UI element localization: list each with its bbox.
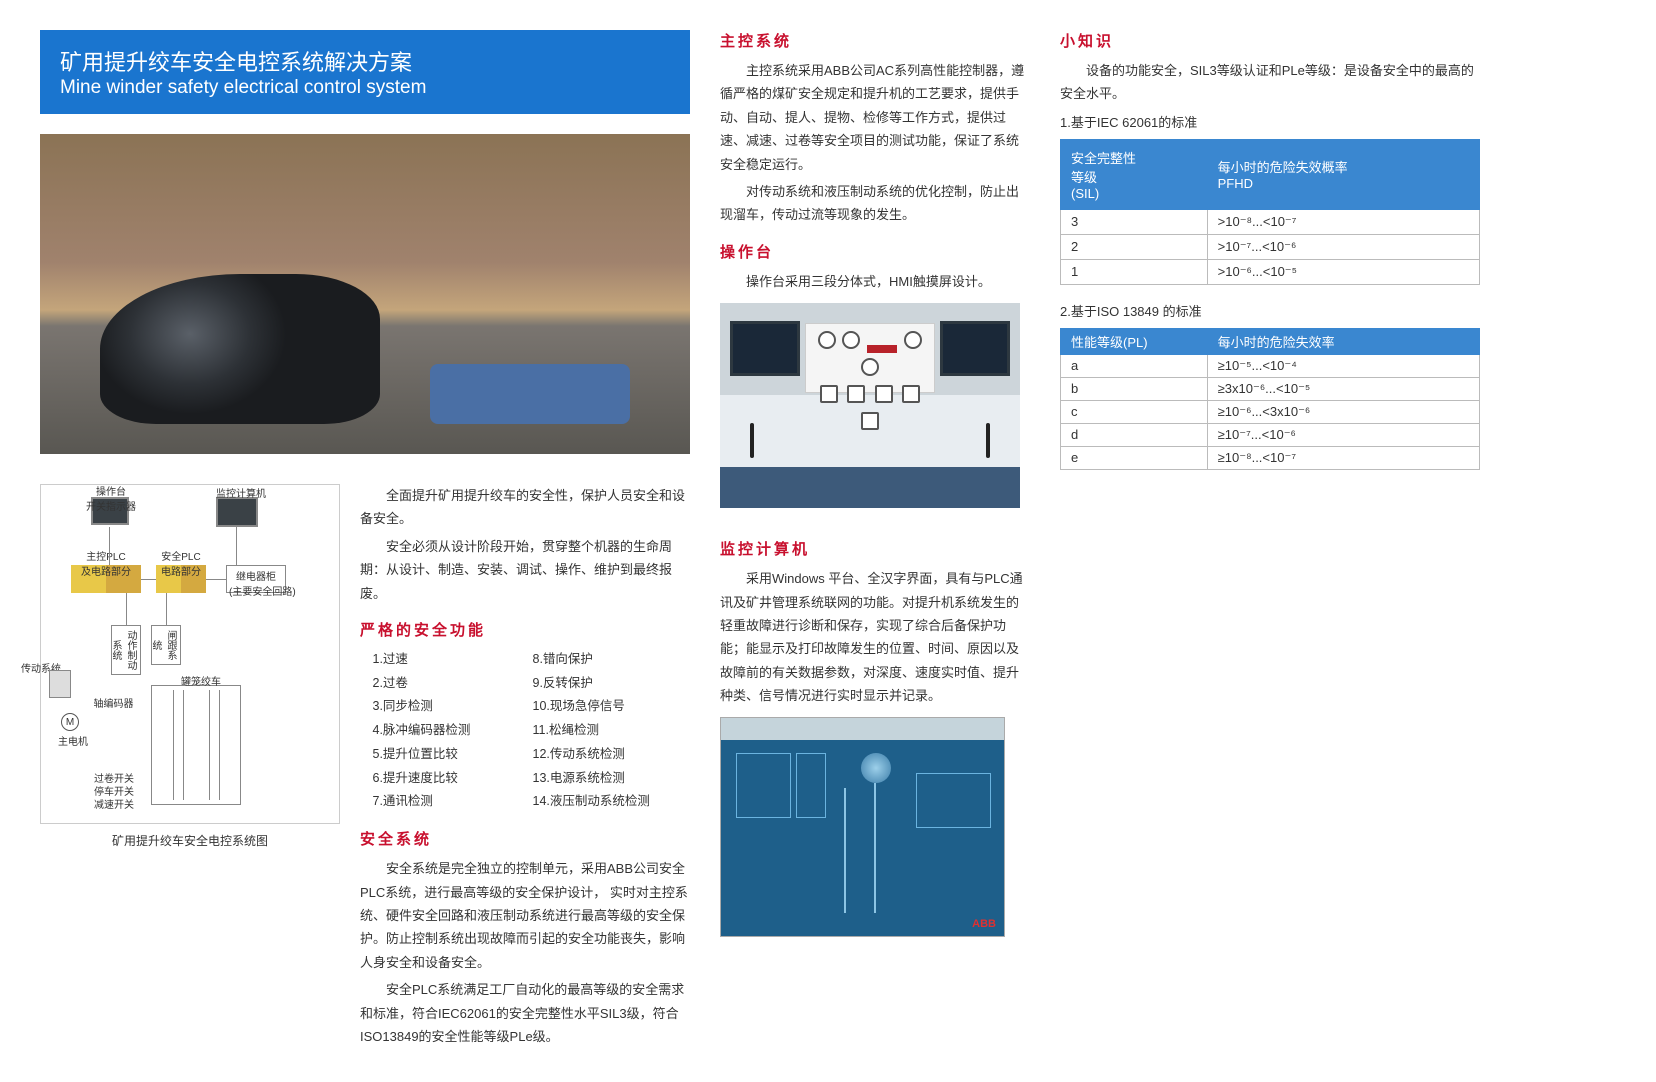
table-row: c≥10⁻⁶...<3x10⁻⁶: [1061, 400, 1480, 423]
main-control-p1: 主控系统采用ABB公司AC系列高性能控制器，遵循严格的煤矿安全规定和提升机的工艺…: [720, 59, 1030, 176]
system-diagram: 操作台 开关指示器 监控计算机 主控PLC 及电路部分 安全PLC 电路部分 继…: [40, 484, 340, 824]
sf-5: 5.提升位置比较: [373, 743, 503, 767]
table-row: 2>10⁻⁷...<10⁻⁶: [1061, 234, 1480, 259]
right-column: 小知识 设备的功能安全，SIL3等级认证和PLe等级：是设备安全中的最高的安全水…: [1060, 30, 1480, 1052]
sf-10: 10.现场急停信号: [533, 695, 693, 719]
sf-4: 4.脉冲编码器检测: [373, 719, 503, 743]
dg-shaft: [151, 685, 241, 805]
sf-13: 13.电源系统检测: [533, 767, 693, 791]
dg-cage-label: 罐笼绞车: [166, 673, 236, 688]
table-row: 3>10⁻⁸...<10⁻⁷: [1061, 209, 1480, 234]
monitor-rope-2: [844, 788, 846, 913]
table-row: d≥10⁻⁷...<10⁻⁶: [1061, 423, 1480, 446]
safety-system-p1: 安全系统是完全独立的控制单元，采用ABB公司安全PLC系统，进行最高等级的安全保…: [360, 857, 693, 974]
monitor-logo: ABB: [972, 918, 996, 930]
safety-functions-list: 1.过速 2.过卷 3.同步检测 4.脉冲编码器检测 5.提升位置比较 6.提升…: [373, 648, 693, 814]
monitor-panel-3: [916, 773, 991, 828]
title-en: Mine winder safety electrical control sy…: [60, 77, 670, 99]
intro-p1: 全面提升矿用提升绞车的安全性，保护人员安全和设备安全。: [360, 484, 693, 531]
sf-9: 9.反转保护: [533, 672, 693, 696]
table-row: 1>10⁻⁶...<10⁻⁵: [1061, 259, 1480, 284]
heading-console: 操作台: [720, 241, 1030, 262]
dg-drive-box: [49, 670, 71, 698]
console-p1: 操作台采用三段分体式，HMI触摸屏设计。: [720, 270, 1030, 293]
sil-th1: 安全完整性 等级 (SIL): [1061, 139, 1208, 209]
monitor-titlebar: [721, 718, 1004, 740]
sil-table: 安全完整性 等级 (SIL) 每小时的危险失效概率 PFHD 3>10⁻⁸...…: [1060, 139, 1480, 285]
table-row: e≥10⁻⁸...<10⁻⁷: [1061, 446, 1480, 469]
pl-th1: 性能等级(PL): [1061, 328, 1208, 354]
dg-lock: 闸跟系统: [151, 625, 181, 665]
sf-3: 3.同步检测: [373, 695, 503, 719]
heading-safety-functions: 严格的安全功能: [360, 619, 693, 640]
heading-main-control: 主控系统: [720, 30, 1030, 51]
dg-label-monitor: 监控计算机: [206, 485, 276, 500]
monitor-panel-2: [796, 753, 826, 818]
dg-brake: 动作制动系统: [111, 625, 141, 675]
diagram-caption: 矿用提升绞车安全电控系统图: [40, 832, 340, 849]
intro-text-column: 全面提升矿用提升绞车的安全性，保护人员安全和设备安全。 安全必须从设计阶段开始，…: [360, 484, 693, 1052]
main-control-p2: 对传动系统和液压制动系统的优化控制，防止出现溜车，传动过流等现象的发生。: [720, 180, 1030, 227]
title-bar: 矿用提升绞车安全电控系统解决方案 Mine winder safety elec…: [40, 30, 690, 114]
dg-relay: 继电器柜 (主要安全回路): [226, 565, 286, 593]
table-row: b≥3x10⁻⁶...<10⁻⁵: [1061, 377, 1480, 400]
sf-8: 8.错向保护: [533, 648, 693, 672]
sil-th2: 每小时的危险失效概率 PFHD: [1207, 139, 1479, 209]
title-cn: 矿用提升绞车安全电控系统解决方案: [60, 45, 670, 77]
dg-monitor-screen: [216, 497, 258, 527]
main-photo: [40, 134, 690, 454]
sf-7: 7.通讯检测: [373, 790, 503, 814]
monitor-rope-1: [874, 783, 876, 913]
dg-label-safeplc: 安全PLC 电路部分: [149, 548, 213, 578]
monitor-p1: 采用Windows 平台、全汉字界面，具有与PLC通讯及矿井管理系统联网的功能。…: [720, 567, 1030, 707]
heading-monitor: 监控计算机: [720, 538, 1030, 559]
dg-encoder-label: 轴编码器: [86, 695, 141, 710]
safety-col1: 1.过速 2.过卷 3.同步检测 4.脉冲编码器检测 5.提升位置比较 6.提升…: [373, 648, 503, 814]
safety-col2: 8.错向保护 9.反转保护 10.现场急停信号 11.松绳检测 12.传动系统检…: [533, 648, 693, 814]
note-2: 2.基于ISO 13849 的标准: [1060, 301, 1480, 320]
dg-motor: M: [61, 713, 79, 731]
console-right-screen: [940, 321, 1010, 376]
joystick-left: [750, 423, 754, 458]
heading-safety-system: 安全系统: [360, 828, 693, 849]
pl-table: 性能等级(PL) 每小时的危险失效率 a≥10⁻⁵...<10⁻⁴ b≥3x10…: [1060, 328, 1480, 470]
sf-12: 12.传动系统检测: [533, 743, 693, 767]
intro-p2: 安全必须从设计阶段开始，贯穿整个机器的生命周期：从设计、制造、安装、调试、操作、…: [360, 535, 693, 605]
sf-2: 2.过卷: [373, 672, 503, 696]
winder-drum-graphic: [100, 274, 380, 424]
console-center-panel: [805, 323, 935, 393]
middle-column: 主控系统 主控系统采用ABB公司AC系列高性能控制器，遵循严格的煤矿安全规定和提…: [720, 30, 1030, 1052]
left-column: 矿用提升绞车安全电控系统解决方案 Mine winder safety elec…: [40, 30, 690, 1052]
sf-6: 6.提升速度比较: [373, 767, 503, 791]
heading-tips: 小知识: [1060, 30, 1480, 51]
dg-motor-label: 主电机: [53, 733, 93, 748]
safety-system-p2: 安全PLC系统满足工厂自动化的最高等级的安全需求和标准，符合IEC62061的安…: [360, 978, 693, 1048]
monitor-panel-1: [736, 753, 791, 818]
tips-intro: 设备的功能安全，SIL3等级认证和PLe等级：是设备安全中的最高的安全水平。: [1060, 59, 1480, 106]
note-1: 1.基于IEC 62061的标准: [1060, 112, 1480, 131]
page: 矿用提升绞车安全电控系统解决方案 Mine winder safety elec…: [0, 0, 1656, 1082]
pl-th2: 每小时的危险失效率: [1207, 328, 1479, 354]
sf-14: 14.液压制动系统检测: [533, 790, 693, 814]
sf-11: 11.松绳检测: [533, 719, 693, 743]
dg-label-mainplc: 主控PLC 及电路部分: [69, 548, 143, 578]
sf-1: 1.过速: [373, 648, 503, 672]
console-photo: [720, 303, 1020, 508]
dg-label-op: 操作台 开关指示器: [81, 483, 141, 513]
joystick-right: [986, 423, 990, 458]
diagram-wrapper: 操作台 开关指示器 监控计算机 主控PLC 及电路部分 安全PLC 电路部分 继…: [40, 484, 340, 1052]
left-lower-row: 操作台 开关指示器 监控计算机 主控PLC 及电路部分 安全PLC 电路部分 继…: [40, 484, 690, 1052]
monitor-drum-icon: [861, 753, 891, 783]
motor-graphic: [430, 364, 630, 424]
monitor-screenshot: ABB: [720, 717, 1005, 937]
table-row: a≥10⁻⁵...<10⁻⁴: [1061, 354, 1480, 377]
dg-sw3: 减速开关: [79, 796, 134, 811]
console-left-screen: [730, 321, 800, 376]
